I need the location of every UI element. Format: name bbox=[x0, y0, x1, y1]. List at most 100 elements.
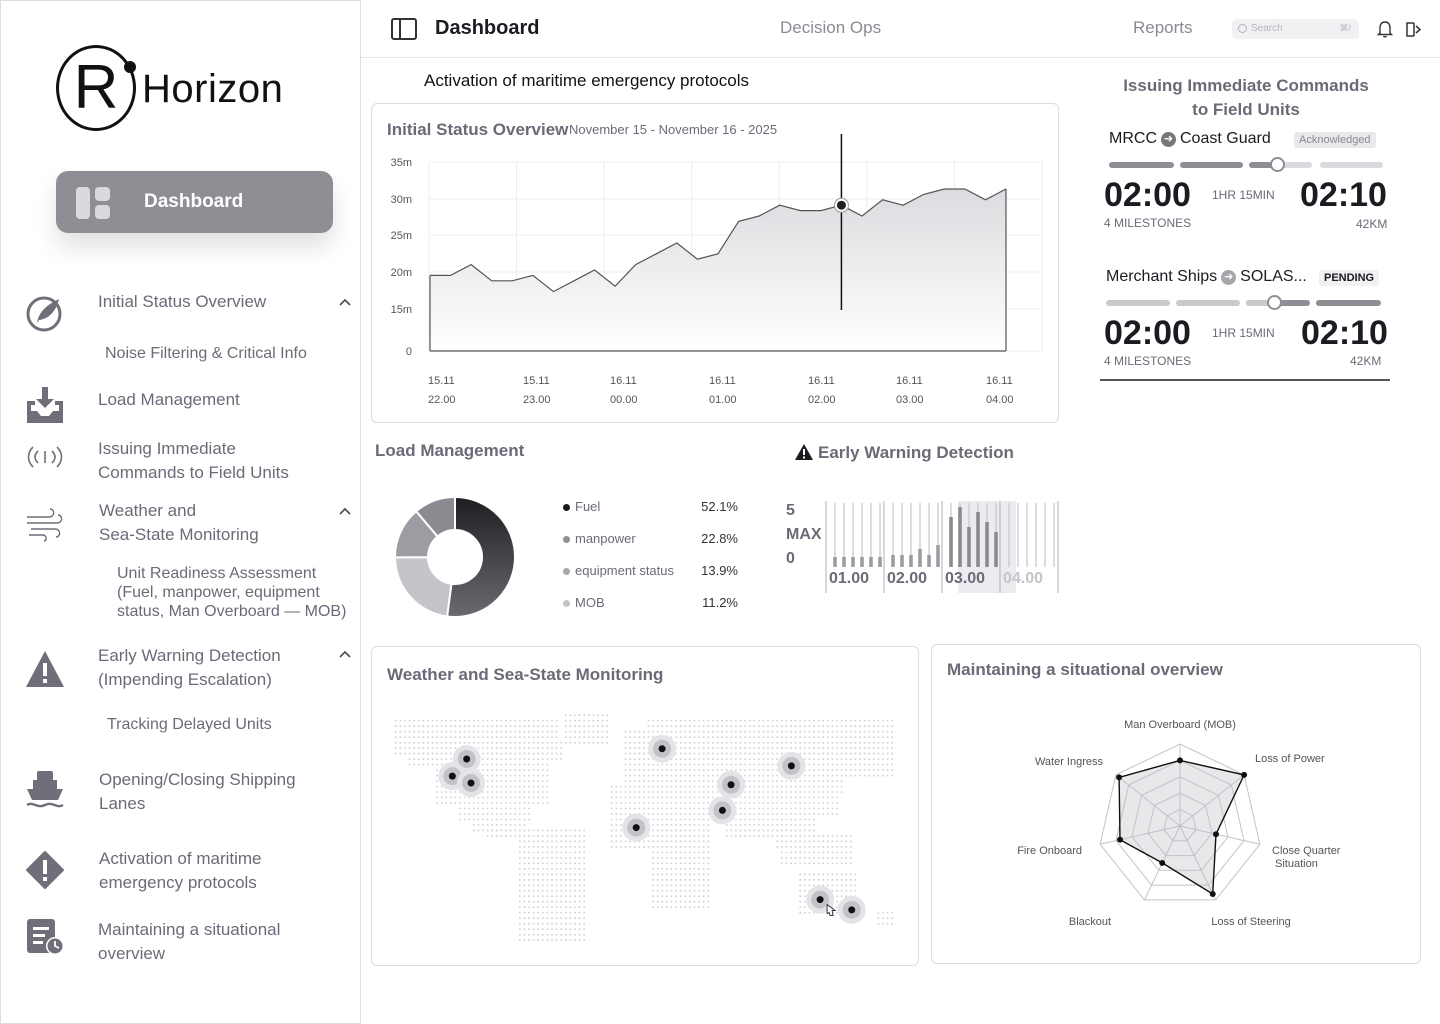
y-tick-label: 35m bbox=[391, 157, 412, 169]
sidebar-item-weather[interactable]: Weather and Sea-State Monitoring bbox=[99, 501, 259, 544]
radar-point bbox=[1177, 757, 1183, 764]
progress-segment bbox=[1109, 162, 1174, 168]
x-tick-label: 16.11 bbox=[896, 375, 923, 387]
radar-point bbox=[1209, 890, 1216, 897]
radar-point bbox=[1241, 771, 1248, 778]
chevron-up-icon[interactable] bbox=[338, 295, 352, 309]
sidebar-toggle-icon[interactable] bbox=[391, 18, 417, 40]
start-time: 02:00 bbox=[1104, 314, 1191, 352]
radar-axis-label: Loss of Power bbox=[1255, 753, 1325, 765]
logout-icon[interactable] bbox=[1404, 20, 1422, 38]
situational-overview-card: Man Overboard (MOB) Loss of Power Close Qu… bbox=[931, 644, 1421, 964]
progress-segment bbox=[1180, 162, 1243, 168]
radar-area bbox=[1118, 759, 1246, 896]
page-subtitle: Activation of maritime emergency protoco… bbox=[424, 71, 750, 90]
logo-dot bbox=[124, 61, 136, 73]
search-placeholder: Search bbox=[1251, 23, 1283, 34]
legend-value: 13.9% bbox=[701, 563, 738, 578]
wind-icon bbox=[27, 508, 63, 542]
search-input[interactable]: Search ⌘/ bbox=[1232, 19, 1359, 39]
sidebar-item-load-management[interactable]: Load Management bbox=[98, 390, 240, 409]
highlight-point bbox=[836, 200, 846, 210]
progress-handle[interactable] bbox=[1267, 295, 1282, 310]
status-overview-title: Initial Status Overview bbox=[387, 120, 569, 139]
load-management-donut[interactable] bbox=[385, 487, 525, 627]
sidebar-item-shipping-lanes[interactable]: Opening/Closing Shipping Lanes bbox=[99, 770, 296, 813]
world-dot-map[interactable] bbox=[372, 647, 920, 967]
brand-logo[interactable]: R Horizon bbox=[56, 45, 296, 135]
legend-row[interactable]: equipment status 13.9% bbox=[563, 561, 743, 593]
location-marker bbox=[727, 781, 735, 789]
legend-row[interactable]: manpower 22.8% bbox=[563, 529, 743, 561]
sidebar-item-emergency-protocols[interactable]: Activation of maritime emergency protocol… bbox=[99, 849, 262, 892]
report-clock-icon bbox=[27, 919, 64, 955]
legend-row[interactable]: Fuel 52.1% bbox=[563, 497, 743, 529]
sidebar-item-issuing-commands[interactable]: Issuing Immediate Commands to Field Units bbox=[98, 439, 289, 482]
feather-icon bbox=[26, 296, 62, 332]
x-tick-label: 22.00 bbox=[428, 394, 456, 406]
bar bbox=[833, 557, 837, 567]
location-marker bbox=[467, 779, 475, 787]
ship-icon bbox=[26, 771, 64, 808]
commands-title: Issuing Immediate Commands to Field Units bbox=[1123, 76, 1369, 119]
page-title: Dashboard bbox=[435, 17, 540, 39]
command-route[interactable]: MRCC ➜ Coast Guard bbox=[1109, 130, 1271, 147]
radar-spoke bbox=[1179, 825, 1217, 901]
bell-icon[interactable] bbox=[1377, 20, 1393, 38]
radar-axis-label: Man Overboard (MOB) bbox=[1124, 719, 1236, 731]
sidebar-dashboard-button[interactable]: Dashboard bbox=[56, 171, 333, 233]
sidebar-item-situational-overview[interactable]: Maintaining a situational overview bbox=[98, 920, 281, 963]
sidebar-subitem-unit-readiness[interactable]: Unit Readiness Assessment (Fuel, manpowe… bbox=[117, 565, 347, 620]
duration: 1HR 15MIN bbox=[1212, 326, 1275, 340]
legend-row[interactable]: MOB 11.2% bbox=[563, 593, 743, 625]
y-tick-label: 30m bbox=[391, 194, 412, 206]
progress-segment bbox=[1176, 300, 1240, 306]
weather-card: Weather and Sea-State Monitoring bbox=[371, 646, 919, 966]
x-tick-label: 15.11 bbox=[428, 375, 455, 387]
duration: 1HR 15MIN bbox=[1212, 188, 1275, 202]
legend-label: equipment status bbox=[575, 563, 675, 578]
start-time: 02:00 bbox=[1104, 176, 1191, 214]
y-axis-max-label: MAX bbox=[786, 526, 822, 543]
legend-dot bbox=[563, 600, 570, 607]
logo-mark bbox=[56, 45, 136, 131]
distance: 42KM bbox=[1350, 354, 1382, 368]
bar bbox=[976, 512, 980, 567]
chevron-up-icon[interactable] bbox=[338, 647, 352, 661]
bar bbox=[967, 527, 971, 567]
radar-ring bbox=[1099, 743, 1261, 901]
bar bbox=[936, 545, 940, 567]
bar bbox=[958, 507, 962, 567]
bar bbox=[927, 555, 931, 567]
y-axis-max: 5 bbox=[786, 502, 795, 519]
location-marker bbox=[448, 772, 456, 780]
nav-decision-ops[interactable]: Decision Ops bbox=[780, 18, 882, 37]
radar-ring bbox=[1115, 759, 1245, 886]
bar bbox=[994, 532, 998, 567]
situational-radar-chart[interactable]: Man Overboard (MOB) Loss of Power Close Qu… bbox=[932, 645, 1422, 965]
bar bbox=[900, 555, 904, 567]
sidebar-subitem-tracking-delayed[interactable]: Tracking Delayed Units bbox=[107, 716, 272, 733]
distance: 42KM bbox=[1356, 217, 1388, 231]
progress-handle[interactable] bbox=[1270, 157, 1285, 172]
donut-slice bbox=[393, 556, 453, 618]
legend-value: 22.8% bbox=[701, 531, 738, 546]
radar-axis-label: Loss of Steering bbox=[1211, 916, 1291, 928]
legend-value: 11.2% bbox=[702, 595, 738, 610]
radar-axis-label: Fire Onboard bbox=[1017, 845, 1082, 857]
sidebar-item-early-warning[interactable]: Early Warning Detection (Impending Escala… bbox=[98, 646, 281, 689]
early-warning-chart[interactable]: 5 MAX 0 01.00 02.00 03.00 04.00 bbox=[783, 495, 1063, 595]
load-management-legend: Fuel 52.1% manpower 22.8% equipment status 13… bbox=[563, 497, 743, 625]
x-tick-label: 16.11 bbox=[986, 375, 1013, 387]
x-tick-label: 15.11 bbox=[523, 375, 550, 387]
status-overview-chart[interactable]: 35m 30m 25m 20m 15m 0 15.11 22.00 15.11 23.00 16.1… bbox=[372, 104, 1060, 424]
search-icon bbox=[1238, 24, 1247, 33]
logo-letter: R bbox=[73, 53, 119, 122]
y-tick-label: 15m bbox=[391, 304, 412, 316]
radar-spoke bbox=[1099, 825, 1181, 845]
sidebar-subitem-noise-filtering[interactable]: Noise Filtering & Critical Info bbox=[105, 345, 307, 362]
command-route[interactable]: Merchant Ships ➜ SOLAS... bbox=[1106, 268, 1307, 285]
chevron-up-icon[interactable] bbox=[338, 504, 352, 518]
nav-reports[interactable]: Reports bbox=[1133, 18, 1193, 37]
sidebar-item-initial-status[interactable]: Initial Status Overview bbox=[98, 292, 267, 311]
